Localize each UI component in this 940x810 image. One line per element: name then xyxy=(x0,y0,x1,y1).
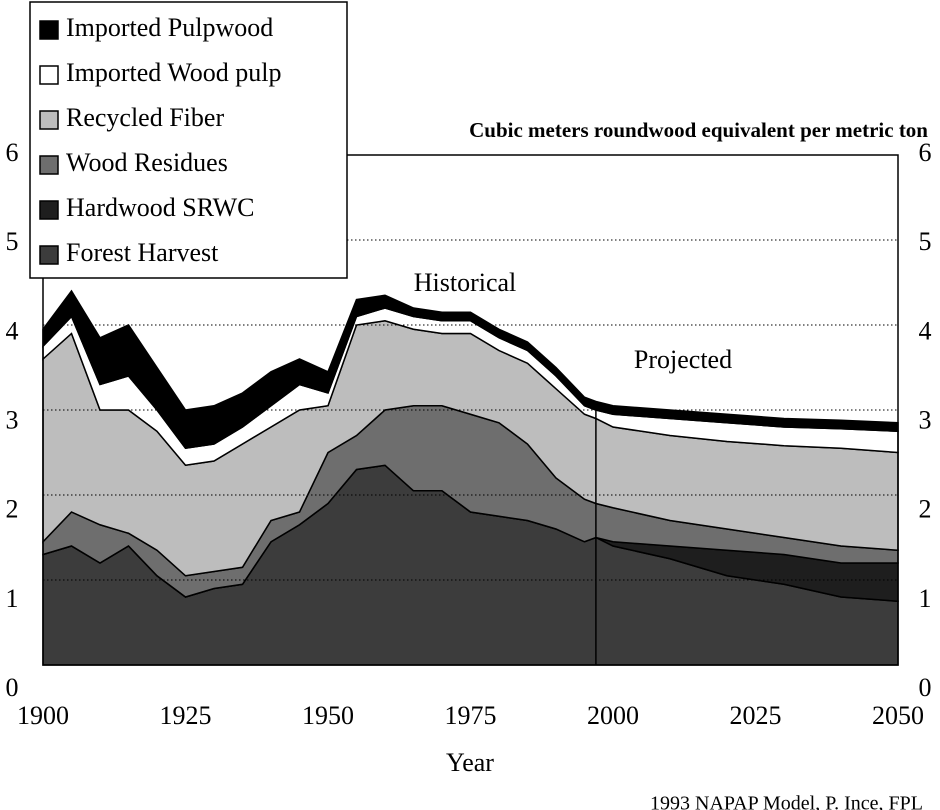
legend-swatch xyxy=(39,65,59,85)
y2-tick-label: 4 xyxy=(919,316,932,345)
plot xyxy=(42,289,899,666)
y2-tick-label: 1 xyxy=(919,584,932,613)
y-tick-label: 0 xyxy=(6,673,19,702)
y2-tick-label: 2 xyxy=(919,495,932,524)
y-tick-label: 3 xyxy=(6,405,19,434)
x-tick-label: 2025 xyxy=(730,701,782,730)
legend-swatch xyxy=(39,110,59,130)
y-axis-label: Cubic meters roundwood equivalent per me… xyxy=(469,118,928,142)
x-tick-label: 1900 xyxy=(17,701,69,730)
legend-swatch xyxy=(39,200,59,220)
y-tick-label: 1 xyxy=(6,584,19,613)
legend-label: Imported Wood pulp xyxy=(66,58,282,87)
y2-tick-label: 3 xyxy=(919,405,932,434)
x-tick-label: 2050 xyxy=(872,701,924,730)
legend-label: Forest Harvest xyxy=(66,238,219,267)
source: 1993 NAPAP Model, P. Ince, FPL xyxy=(650,793,923,810)
x-axis-label: Year xyxy=(446,748,494,777)
x-tick-label: 1975 xyxy=(445,701,497,730)
legend-label: Imported Pulpwood xyxy=(66,13,273,42)
y2-tick-label: 6 xyxy=(919,138,932,167)
y-tick-label: 6 xyxy=(6,138,19,167)
annotation: Historical xyxy=(414,268,517,297)
x-tick-label: 1925 xyxy=(160,701,212,730)
y-tick-label: 2 xyxy=(6,495,19,524)
x-tick-label: 1950 xyxy=(302,701,354,730)
legend-box xyxy=(29,1,348,279)
y2-tick-label: 0 xyxy=(919,673,932,702)
annotation: Projected xyxy=(634,345,732,374)
y-tick-label: 4 xyxy=(6,316,19,345)
x-tick-label: 2000 xyxy=(587,701,639,730)
plot-frame xyxy=(42,154,899,666)
legend-swatch xyxy=(39,20,59,40)
y-tick-label: 5 xyxy=(6,227,19,256)
legend-label: Wood Residues xyxy=(66,148,228,177)
y2-tick-label: 5 xyxy=(919,227,932,256)
legend-swatch xyxy=(39,245,59,265)
legend-swatch xyxy=(39,155,59,175)
legend-label: Hardwood SRWC xyxy=(66,193,255,222)
legend-label: Recycled Fiber xyxy=(66,103,224,132)
